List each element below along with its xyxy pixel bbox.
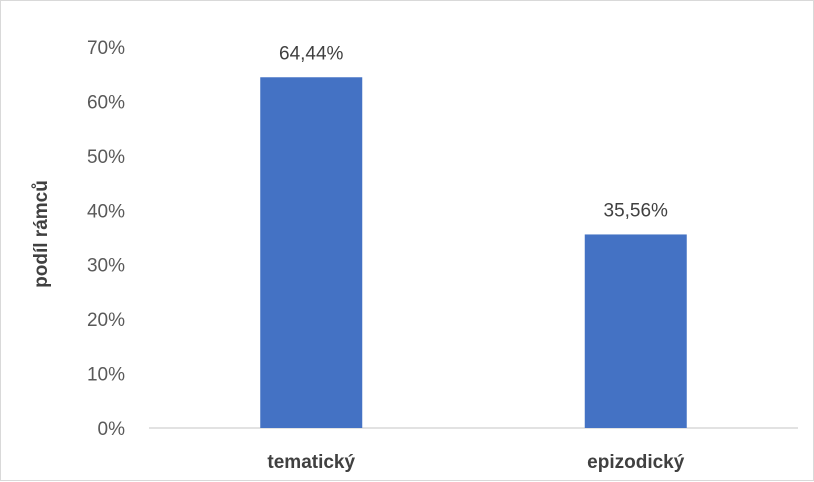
y-tick-label: 0%: [98, 419, 126, 440]
bar: [584, 234, 687, 428]
y-tick-label: 60%: [87, 92, 125, 113]
bars: [260, 77, 687, 429]
category-labels: tematický epizodický: [267, 452, 684, 473]
y-tick-label: 30%: [87, 256, 125, 277]
y-tick-label: 20%: [87, 310, 125, 331]
y-tick-label: 10%: [87, 365, 125, 386]
bar: [260, 77, 363, 429]
bar-data-label: 35,56%: [604, 200, 669, 221]
bar-data-label: 64,44%: [279, 43, 344, 64]
y-axis-title: podíl rámců: [31, 180, 52, 288]
y-axis-ticks: 0% 10% 20% 30% 40% 50% 60% 70%: [87, 38, 125, 440]
category-label: epizodický: [587, 452, 685, 473]
y-tick-label: 40%: [87, 201, 125, 222]
data-labels: 64,44% 35,56%: [279, 43, 668, 221]
y-tick-label: 50%: [87, 147, 125, 168]
category-label: tematický: [267, 452, 355, 473]
y-tick-label: 70%: [87, 38, 125, 59]
